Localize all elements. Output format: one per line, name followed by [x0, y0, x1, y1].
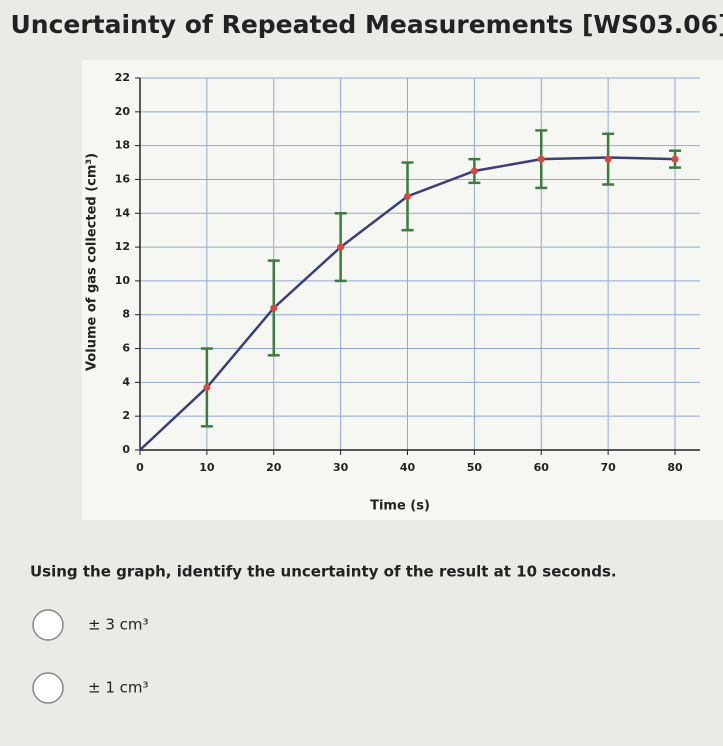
x-tick-label: 60	[534, 461, 550, 474]
y-tick-label: 4	[122, 375, 130, 388]
chart-panel	[82, 60, 723, 520]
data-point	[671, 155, 679, 163]
y-tick-label: 10	[115, 274, 131, 287]
y-tick-label: 20	[115, 105, 131, 118]
data-point	[337, 243, 345, 251]
y-tick-label: 2	[122, 409, 130, 422]
y-tick-label: 16	[115, 172, 131, 185]
y-tick-label: 0	[122, 443, 130, 456]
y-axis-label: Volume of gas collected (cm³)	[85, 153, 100, 371]
x-tick-label: 70	[600, 461, 616, 474]
radio-button[interactable]	[32, 609, 64, 641]
x-tick-label: 40	[400, 461, 416, 474]
data-point	[604, 155, 612, 163]
data-point	[470, 167, 478, 175]
y-tick-label: 8	[122, 308, 130, 321]
radio-button[interactable]	[32, 672, 64, 704]
title: Uncertainty of Repeated Measurements [WS…	[10, 10, 723, 39]
option[interactable]: ± 3 cm³	[88, 616, 149, 634]
data-point	[404, 192, 411, 200]
x-tick-label: 0	[136, 461, 144, 474]
data-point	[537, 155, 545, 163]
question: Using the graph, identify the uncertaint…	[30, 563, 617, 581]
y-tick-label: 6	[122, 342, 130, 355]
y-tick-label: 14	[115, 206, 131, 219]
x-tick-label: 10	[199, 461, 215, 474]
data-point	[203, 383, 211, 391]
x-tick-label: 80	[667, 461, 683, 474]
x-tick-label: 30	[333, 461, 349, 474]
option[interactable]: ± 1 cm³	[88, 679, 149, 697]
x-tick-label: 20	[266, 461, 282, 474]
y-tick-label: 18	[115, 139, 130, 152]
x-axis-label: Time (s)	[370, 499, 430, 514]
data-point	[270, 304, 278, 312]
y-tick-label: 12	[115, 240, 130, 253]
x-tick-label: 50	[467, 461, 483, 474]
y-tick-label: 22	[115, 71, 130, 84]
